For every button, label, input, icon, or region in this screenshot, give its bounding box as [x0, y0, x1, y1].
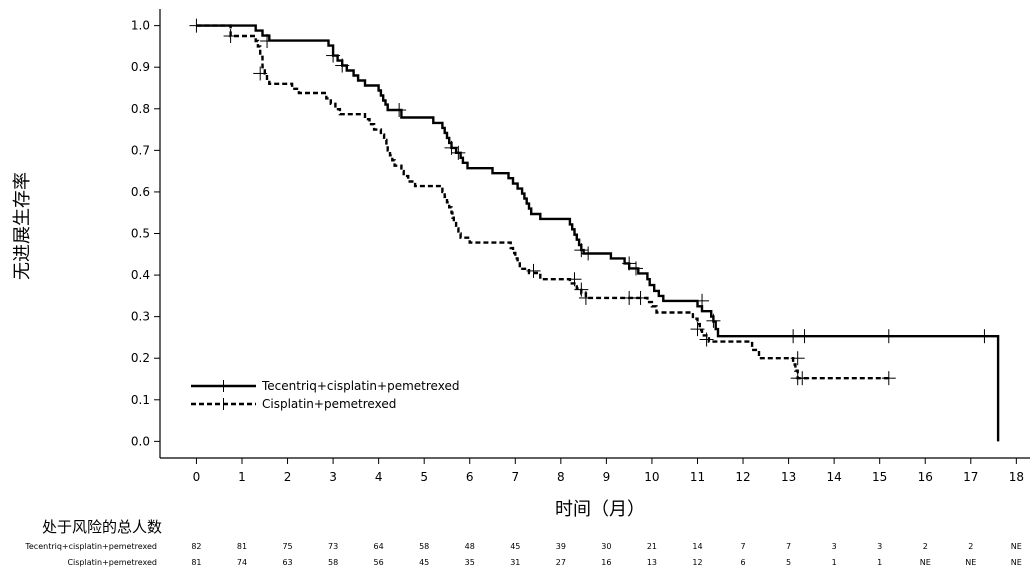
- risk-count: 39: [556, 542, 566, 551]
- y-tick-label: 0.2: [131, 351, 150, 365]
- x-tick-label: 10: [644, 470, 659, 484]
- risk-count: 6: [740, 558, 745, 567]
- x-tick-label: 8: [557, 470, 565, 484]
- chart-censor-marks: [189, 18, 992, 386]
- x-tick-label: 3: [329, 470, 337, 484]
- risk-row-label: Tecentriq+cisplatin+pemetrexed: [24, 542, 157, 551]
- y-tick-label: 0.0: [131, 434, 150, 448]
- risk-table-title: 处于风险的总人数: [42, 518, 162, 536]
- series-line-cisplatin: [196, 24, 889, 380]
- x-axis-label: 时间（月）: [555, 499, 645, 520]
- x-tick-label: 9: [603, 470, 611, 484]
- y-tick-label: 0.9: [131, 60, 150, 74]
- x-tick-label: 17: [963, 470, 978, 484]
- x-tick-label: 7: [511, 470, 519, 484]
- risk-count: 81: [191, 558, 201, 567]
- risk-count: 27: [556, 558, 566, 567]
- y-axis-label: 无进展生存率: [12, 172, 33, 280]
- x-tick-label: 1: [238, 470, 246, 484]
- risk-count: NE: [1011, 542, 1022, 551]
- y-tick-label: 0.7: [131, 143, 150, 157]
- y-tick-label: 0.1: [131, 393, 150, 407]
- risk-count: 73: [328, 542, 338, 551]
- y-tick-label: 0.5: [131, 227, 150, 241]
- x-tick-label: 13: [781, 470, 796, 484]
- risk-count: 56: [374, 558, 384, 567]
- risk-table: Tecentriq+cisplatin+pemetrexed 82 81 75 73 64…: [24, 542, 1021, 567]
- risk-count: NE: [965, 558, 976, 567]
- x-tick-label: 0: [193, 470, 201, 484]
- risk-count: 7: [740, 542, 745, 551]
- risk-count: 14: [692, 542, 702, 551]
- risk-count: 48: [465, 542, 475, 551]
- series-line-tecentriq: [196, 24, 1000, 442]
- risk-count: 35: [465, 558, 475, 567]
- risk-count: 1: [877, 558, 882, 567]
- risk-count: 64: [374, 542, 384, 551]
- chart-legend: Tecentriq+cisplatin+pemetrexed Cisplatin+…: [191, 379, 459, 411]
- risk-count: 13: [647, 558, 657, 567]
- x-tick-label: 2: [284, 470, 292, 484]
- risk-count: 75: [282, 542, 292, 551]
- y-tick-label: 0.4: [131, 268, 150, 282]
- risk-count: 12: [692, 558, 702, 567]
- risk-count: 5: [786, 558, 791, 567]
- risk-row-label: Cisplatin+pemetrexed: [67, 558, 157, 567]
- y-tick-label: 0.8: [131, 102, 150, 116]
- risk-count: 45: [419, 558, 429, 567]
- risk-count: NE: [1011, 558, 1022, 567]
- risk-count: 16: [601, 558, 611, 567]
- x-tick-label: 12: [735, 470, 750, 484]
- chart-ticks: 0.00.10.20.30.40.50.60.70.80.91.00 1 2 3 4 5 6…: [131, 19, 1024, 484]
- risk-count: 58: [419, 542, 429, 551]
- risk-count: 3: [832, 542, 837, 551]
- legend-label: Tecentriq+cisplatin+pemetrexed: [261, 379, 459, 393]
- risk-count: 2: [923, 542, 928, 551]
- x-tick-label: 16: [918, 470, 933, 484]
- risk-count: 74: [237, 558, 247, 567]
- risk-count: NE: [920, 558, 931, 567]
- x-tick-label: 4: [375, 470, 383, 484]
- x-tick-label: 18: [1009, 470, 1024, 484]
- risk-count: 21: [647, 542, 657, 551]
- risk-count: 81: [237, 542, 247, 551]
- risk-count: 7: [786, 542, 791, 551]
- risk-count: 3: [877, 542, 882, 551]
- x-tick-label: 5: [420, 470, 428, 484]
- risk-count: 2: [968, 542, 973, 551]
- risk-count: 45: [510, 542, 520, 551]
- risk-count: 1: [832, 558, 837, 567]
- risk-count: 63: [282, 558, 292, 567]
- x-tick-label: 15: [872, 470, 887, 484]
- legend-label: Cisplatin+pemetrexed: [262, 397, 396, 411]
- chart-curves: [196, 24, 1000, 442]
- risk-count: 82: [191, 542, 201, 551]
- risk-count: 58: [328, 558, 338, 567]
- risk-count: 30: [601, 542, 611, 551]
- x-tick-label: 11: [690, 470, 705, 484]
- x-tick-label: 14: [826, 470, 841, 484]
- x-tick-label: 6: [466, 470, 474, 484]
- risk-count: 31: [510, 558, 520, 567]
- y-tick-label: 1.0: [131, 19, 150, 33]
- y-tick-label: 0.3: [131, 310, 150, 324]
- y-tick-label: 0.6: [131, 185, 150, 199]
